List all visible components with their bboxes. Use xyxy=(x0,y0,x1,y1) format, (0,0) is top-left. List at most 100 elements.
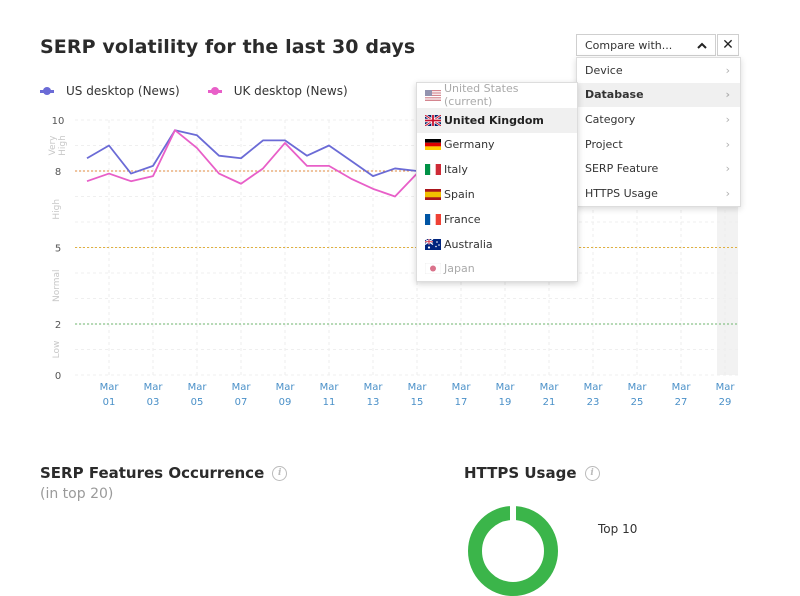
https-usage-title: HTTPS Usage xyxy=(464,464,577,482)
submenu-item-label: Australia xyxy=(444,237,493,251)
x-tick-day: 23 xyxy=(587,397,600,408)
submenu-item-japan: Japan xyxy=(417,257,577,282)
top10-label: Top 10 xyxy=(598,522,638,536)
menu-item-label: Project xyxy=(585,137,623,151)
menu-item-device[interactable]: Device › xyxy=(577,58,740,83)
submenu-item-germany[interactable]: Germany xyxy=(417,133,577,158)
x-tick-day: 11 xyxy=(323,397,336,408)
x-tick-day: 15 xyxy=(411,397,424,408)
band-label: Low xyxy=(52,341,62,359)
submenu-item-label: Japan xyxy=(444,262,475,276)
series-line-uk xyxy=(86,129,418,198)
chevron-right-icon: › xyxy=(725,162,730,176)
close-compare-button[interactable]: ✕ xyxy=(717,34,739,56)
legend-item-uk[interactable]: UK desktop (News) xyxy=(207,84,348,98)
serp-features-heading: SERP Features Occurrence i xyxy=(40,464,288,482)
page-title: SERP volatility for the last 30 days xyxy=(40,36,416,58)
us-flag-icon xyxy=(425,89,441,101)
band-label: Normal xyxy=(52,269,62,302)
x-tick-month: Mar xyxy=(628,382,648,393)
x-tick-month: Mar xyxy=(276,382,296,393)
menu-item-serp-feature[interactable]: SERP Feature › xyxy=(577,156,740,181)
x-tick-day: 03 xyxy=(147,397,160,408)
x-tick-day: 13 xyxy=(367,397,380,408)
https-usage-heading: HTTPS Usage i xyxy=(464,464,600,482)
menu-item-label: SERP Feature xyxy=(585,162,659,176)
australia-flag-icon xyxy=(424,238,441,250)
chevron-right-icon: › xyxy=(725,88,730,102)
uk-flag-icon xyxy=(424,113,442,127)
x-tick-day: 27 xyxy=(675,397,688,408)
compare-with-label: Compare with... xyxy=(585,38,673,52)
submenu-item-italy[interactable]: Italy xyxy=(417,157,577,182)
chevron-right-icon: › xyxy=(725,112,730,126)
x-tick-month: Mar xyxy=(540,382,560,393)
x-tick-day: 21 xyxy=(543,397,556,408)
menu-item-label: Database xyxy=(585,88,644,102)
x-tick-month: Mar xyxy=(584,382,604,393)
serp-features-subtitle: (in top 20) xyxy=(40,486,114,502)
submenu-item-label: United States (current) xyxy=(444,82,519,109)
menu-item-https-usage[interactable]: HTTPS Usage › xyxy=(577,181,740,206)
y-tick-label: 5 xyxy=(55,244,61,255)
menu-item-label: Category xyxy=(585,112,636,126)
japan-flag-icon xyxy=(424,263,442,275)
x-tick-day: 17 xyxy=(455,397,468,408)
legend-label-uk: UK desktop (News) xyxy=(233,84,348,98)
italy-flag-icon xyxy=(425,164,441,176)
x-tick-month: Mar xyxy=(188,382,208,393)
chevron-right-icon: › xyxy=(725,137,730,151)
series-line-us xyxy=(86,129,418,177)
x-tick-month: Mar xyxy=(144,382,164,393)
chart-legend: US desktop (News) UK desktop (News) xyxy=(40,84,376,98)
chevron-right-icon: › xyxy=(725,63,730,77)
compare-menu: Device › Database › Category › Project › SERP Fe… xyxy=(576,57,741,207)
submenu-item-australia[interactable]: Australia xyxy=(417,232,577,257)
spain-flag-icon xyxy=(425,189,441,201)
x-tick-day: 05 xyxy=(191,397,204,408)
submenu-item-united-states-current: United States (current) xyxy=(417,82,577,109)
submenu-item-label: Italy xyxy=(444,163,468,177)
database-submenu: United States (current) United Kingdom Ger… xyxy=(416,82,578,283)
x-tick-day: 29 xyxy=(719,397,732,408)
legend-label-us: US desktop (News) xyxy=(66,84,180,98)
x-tick-month: Mar xyxy=(364,382,384,393)
submenu-item-united-kingdom[interactable]: United Kingdom xyxy=(417,107,577,133)
x-tick-month: Mar xyxy=(716,382,736,393)
menu-item-project[interactable]: Project › xyxy=(577,132,740,157)
x-tick-day: 19 xyxy=(499,397,512,408)
submenu-item-label: United Kingdom xyxy=(444,113,544,127)
band-label: High xyxy=(52,199,62,220)
france-flag-icon xyxy=(425,213,441,225)
compare-with-button[interactable]: Compare with... xyxy=(576,34,716,56)
close-icon: ✕ xyxy=(722,37,734,53)
menu-item-label: HTTPS Usage xyxy=(585,186,658,200)
submenu-item-label: France xyxy=(444,212,481,226)
x-tick-month: Mar xyxy=(408,382,428,393)
x-tick-month: Mar xyxy=(452,382,472,393)
y-tick-label: 2 xyxy=(55,320,61,331)
x-tick-day: 07 xyxy=(235,397,248,408)
submenu-item-spain[interactable]: Spain xyxy=(417,182,577,207)
menu-item-database[interactable]: Database › xyxy=(577,82,740,108)
y-tick-label: 10 xyxy=(52,116,65,127)
x-tick-month: Mar xyxy=(100,382,120,393)
x-tick-month: Mar xyxy=(232,382,252,393)
info-icon[interactable]: i xyxy=(584,466,600,481)
legend-item-us[interactable]: US desktop (News) xyxy=(40,84,180,98)
info-icon[interactable]: i xyxy=(272,466,288,481)
x-tick-day: 01 xyxy=(103,397,116,408)
x-tick-month: Mar xyxy=(496,382,516,393)
serp-features-title: SERP Features Occurrence xyxy=(40,464,265,482)
band-label: VeryHigh xyxy=(48,135,68,156)
chevron-right-icon: › xyxy=(725,186,730,200)
legend-swatch-uk xyxy=(207,86,222,95)
menu-item-category[interactable]: Category › xyxy=(577,107,740,132)
submenu-item-france[interactable]: France xyxy=(417,207,577,232)
x-tick-month: Mar xyxy=(320,382,340,393)
x-tick-month: Mar xyxy=(672,382,692,393)
submenu-item-label: Spain xyxy=(444,188,475,202)
y-tick-label: 8 xyxy=(55,167,61,178)
y-tick-label: 0 xyxy=(55,371,61,382)
x-tick-day: 09 xyxy=(279,397,292,408)
